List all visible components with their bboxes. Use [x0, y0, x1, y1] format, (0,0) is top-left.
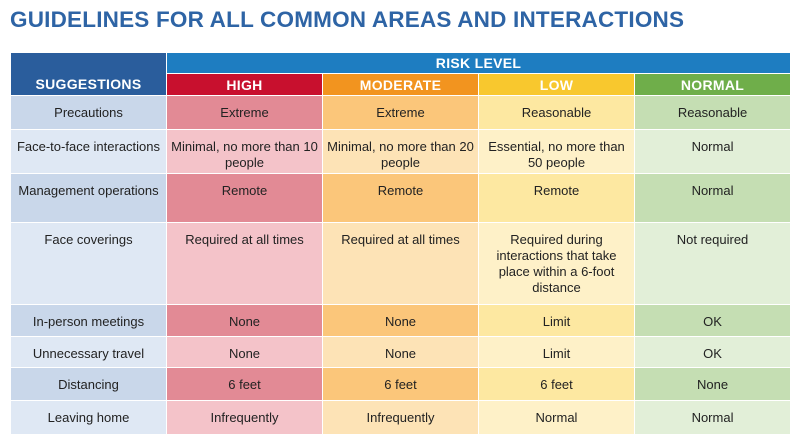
cell-moderate: Extreme	[322, 95, 479, 130]
cell-moderate: Minimal, no more than 20 people	[322, 129, 479, 174]
row-label: In-person meetings	[10, 304, 167, 337]
cell-moderate: Infrequently	[322, 400, 479, 435]
level-header-low: LOW	[478, 73, 635, 96]
cell-low: Limit	[478, 304, 635, 337]
cell-normal: Normal	[633, 129, 792, 174]
cell-high: 6 feet	[166, 367, 323, 401]
table-row-in-person-meetings: In-person meetings None None Limit OK	[10, 304, 792, 337]
table-row-management: Management operations Remote Remote Remo…	[10, 173, 792, 223]
cell-low: Normal	[478, 400, 635, 435]
table-row-precautions: Precautions Extreme Extreme Reasonable R…	[10, 95, 792, 130]
cell-normal: Not required	[633, 222, 792, 305]
row-label: Distancing	[10, 367, 167, 401]
cell-normal: OK	[633, 336, 792, 368]
row-label: Management operations	[10, 173, 167, 223]
cell-high: Extreme	[166, 95, 323, 130]
cell-normal: Normal	[633, 173, 792, 223]
row-label: Leaving home	[10, 400, 167, 435]
cell-high: Required at all times	[166, 222, 323, 305]
cell-normal: Reasonable	[633, 95, 792, 130]
cell-normal: OK	[633, 304, 792, 337]
cell-normal: Normal	[633, 400, 792, 435]
table-row-face-to-face: Face-to-face interactions Minimal, no mo…	[10, 129, 792, 174]
cell-moderate: 6 feet	[322, 367, 479, 401]
row-label: Face-to-face interactions	[10, 129, 167, 174]
table-row-face-coverings: Face coverings Required at all times Req…	[10, 222, 792, 305]
cell-moderate: None	[322, 336, 479, 368]
row-label: Face coverings	[10, 222, 167, 305]
row-label: Unnecessary travel	[10, 336, 167, 368]
cell-moderate: None	[322, 304, 479, 337]
guidelines-table: SUGGESTIONS RISK LEVEL HIGH MODERATE LOW…	[10, 52, 792, 435]
cell-high: Remote	[166, 173, 323, 223]
table-row-leaving-home: Leaving home Infrequently Infrequently N…	[10, 400, 792, 435]
cell-high: None	[166, 304, 323, 337]
cell-low: Essential, no more than 50 people	[478, 129, 635, 174]
cell-low: 6 feet	[478, 367, 635, 401]
cell-low: Limit	[478, 336, 635, 368]
cell-low: Required during interactions that take p…	[478, 222, 635, 305]
suggestions-header: SUGGESTIONS	[10, 52, 167, 96]
row-label: Precautions	[10, 95, 167, 130]
cell-high: Minimal, no more than 10 people	[166, 129, 323, 174]
table-row-unnecessary-travel: Unnecessary travel None None Limit OK	[10, 336, 792, 368]
cell-normal: None	[633, 367, 792, 401]
page-title: GUIDELINES FOR ALL COMMON AREAS AND INTE…	[10, 7, 685, 32]
risk-level-header: RISK LEVEL	[165, 52, 792, 74]
level-header-normal: NORMAL	[633, 73, 792, 96]
cell-moderate: Required at all times	[322, 222, 479, 305]
level-header-high: HIGH	[166, 73, 323, 96]
cell-low: Remote	[478, 173, 635, 223]
table-row-distancing: Distancing 6 feet 6 feet 6 feet None	[10, 367, 792, 401]
cell-low: Reasonable	[478, 95, 635, 130]
level-header-moderate: MODERATE	[322, 73, 479, 96]
cell-high: Infrequently	[166, 400, 323, 435]
cell-moderate: Remote	[322, 173, 479, 223]
cell-high: None	[166, 336, 323, 368]
